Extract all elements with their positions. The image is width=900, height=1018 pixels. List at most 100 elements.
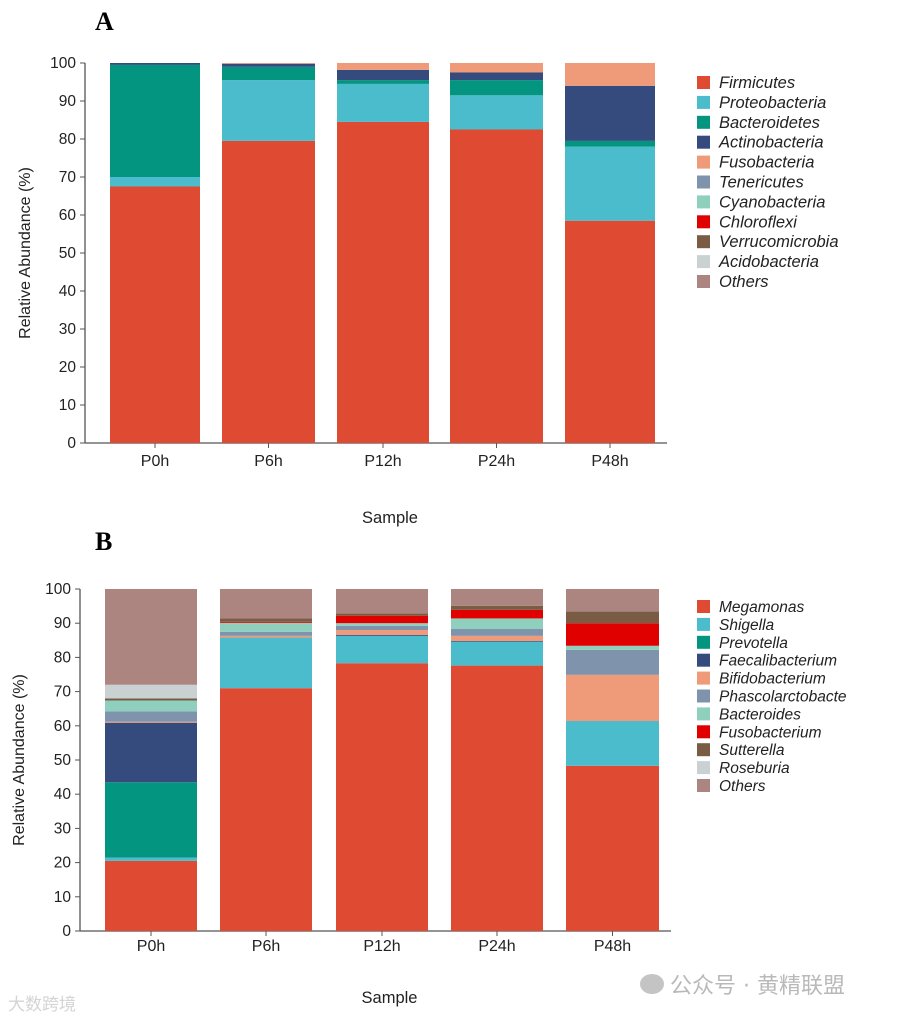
y-tick-label: 60: [54, 718, 72, 735]
bar-segment-P12h-proteobacteria: [337, 83, 429, 122]
watermark-text-left: 大数跨境: [8, 995, 76, 1015]
legend-swatch: [697, 135, 710, 149]
bar-segment-P24h-fusobacterium: [451, 609, 543, 619]
legend-label: Others: [719, 273, 769, 291]
y-tick-label: 30: [59, 321, 77, 338]
legend-label: Bacteroides: [719, 706, 801, 723]
y-tick-label: 70: [54, 684, 72, 701]
legend-swatch: [697, 617, 710, 631]
legend: MegamonasShigellaPrevotellaFaecalibacter…: [697, 599, 847, 795]
legend-label: Prevotella: [719, 635, 788, 652]
legend-swatch: [697, 671, 710, 685]
legend-label: Actinobacteria: [718, 134, 824, 152]
legend-label: Proteobacteria: [719, 94, 826, 112]
legend-swatch: [697, 761, 710, 775]
y-tick-label: 0: [67, 435, 76, 452]
y-tick-label: 90: [59, 93, 77, 110]
legend-swatch: [697, 275, 710, 288]
bar-segment-P6h-others: [220, 589, 312, 619]
legend-swatch: [697, 743, 710, 757]
legend-swatch: [697, 235, 710, 249]
y-tick-label: 90: [54, 615, 72, 632]
bar-segment-P0h-bacteroidetes: [110, 64, 200, 177]
y-tick-label: 60: [59, 207, 77, 224]
bar-segment-P0h-prevotella: [105, 782, 197, 858]
y-tick-label: 30: [54, 820, 72, 837]
y-tick-label: 20: [54, 855, 72, 872]
legend-label: Verrucomicrobia: [719, 233, 839, 251]
bar-segment-P12h-megamonas: [336, 663, 428, 931]
y-axis-title: Relative Abundance (%): [11, 674, 28, 846]
bar-segment-P6h-megamonas: [220, 688, 312, 931]
x-axis-title: Sample: [362, 989, 418, 1007]
bar-segment-P48h-firmicutes: [565, 220, 655, 443]
bar-segment-P0h-others: [105, 589, 197, 685]
bar-segment-P24h-proteobacteria: [450, 95, 543, 130]
y-tick-label: 80: [59, 131, 77, 148]
y-tick-label: 100: [50, 55, 76, 72]
legend-swatch: [697, 76, 710, 89]
bar-segment-P0h-firmicutes: [110, 186, 200, 443]
y-tick-label: 80: [54, 649, 72, 666]
y-tick-label: 100: [45, 581, 71, 598]
watermark-text-right: 公众号 · 黄精联盟: [670, 974, 845, 999]
bar-segment-P12h-phascolarctobacte: [336, 625, 428, 631]
watermark-wechat: 公众号 · 黄精联盟: [640, 968, 845, 1000]
x-tick-label: P48h: [591, 453, 628, 470]
bar-segment-P6h-proteobacteria: [222, 80, 315, 141]
bar-segment-P0h-phascolarctobacte: [105, 711, 197, 722]
bar-segment-P0h-sutterella: [105, 698, 197, 701]
legend-label: Tenericutes: [719, 174, 804, 192]
legend-swatch: [697, 115, 710, 129]
bar-segment-P24h-bifidobacterium: [451, 635, 543, 641]
bar-segment-P0h-shigella: [105, 857, 197, 861]
legend-label: Faecalibacterium: [719, 653, 837, 670]
legend-swatch: [697, 725, 710, 739]
bar-segment-P6h-fusobacteria: [222, 63, 315, 64]
x-tick-label: P0h: [141, 453, 169, 470]
bar-segment-P48h-proteobacteria: [565, 146, 655, 221]
bar-segment-P48h-fusobacterium: [566, 623, 659, 646]
x-axis-title: Sample: [362, 509, 418, 527]
legend-swatch: [697, 95, 710, 109]
bar-segment-P6h-bifidobacterium: [220, 635, 312, 638]
x-tick-label: P24h: [478, 938, 515, 955]
x-tick-label: P12h: [364, 453, 401, 470]
bar-segment-P0h-roseburia: [105, 684, 197, 699]
bar-segment-P48h-bacteroides: [566, 645, 659, 650]
legend-label: Firmicutes: [719, 74, 795, 92]
legend-label: Sutterella: [719, 742, 785, 759]
legend-label: Others: [719, 778, 766, 795]
bar-segment-P24h-shigella: [451, 641, 543, 666]
legend-label: Shigella: [719, 617, 775, 634]
y-tick-label: 10: [54, 889, 72, 906]
panel-label: B: [95, 527, 112, 556]
bar-segment-P48h-bacteroidetes: [565, 140, 655, 147]
y-tick-label: 70: [59, 169, 77, 186]
legend-swatch: [697, 689, 710, 703]
x-tick-label: P0h: [137, 938, 165, 955]
y-tick-label: 40: [59, 283, 77, 300]
bar-segment-P24h-actinobacteria: [450, 72, 543, 81]
legend: Firmicutes Proteobacteria Bacteroidetes Act…: [697, 74, 839, 291]
x-tick-label: P6h: [254, 453, 282, 470]
bar-segment-P12h-bacteroidetes: [337, 80, 429, 84]
bar-segment-P24h-bacteroidetes: [450, 80, 543, 96]
y-tick-label: 20: [59, 359, 77, 376]
bar-segment-P6h-phascolarctobacte: [220, 631, 312, 636]
bar-segment-P12h-others: [336, 589, 428, 614]
x-tick-label: P48h: [594, 938, 631, 955]
bar-segment-P12h-shigella: [336, 635, 428, 664]
bar-segment-P0h-bacteroides: [105, 700, 197, 712]
bar-segment-P6h-fusobacterium: [220, 621, 312, 623]
bar-segment-P48h-bifidobacterium: [566, 674, 659, 722]
legend-label: Roseburia: [719, 760, 790, 777]
legend-swatch: [697, 175, 710, 189]
bar-segment-P12h-firmicutes: [337, 121, 429, 444]
x-tick-label: P6h: [252, 938, 280, 955]
legend-swatch: [697, 600, 710, 613]
bar-segment-P0h-bifidobacterium: [105, 721, 197, 723]
y-axis-title: Relative Abundance (%): [17, 167, 34, 339]
bar-segment-P48h-actinobacteria: [565, 85, 655, 141]
